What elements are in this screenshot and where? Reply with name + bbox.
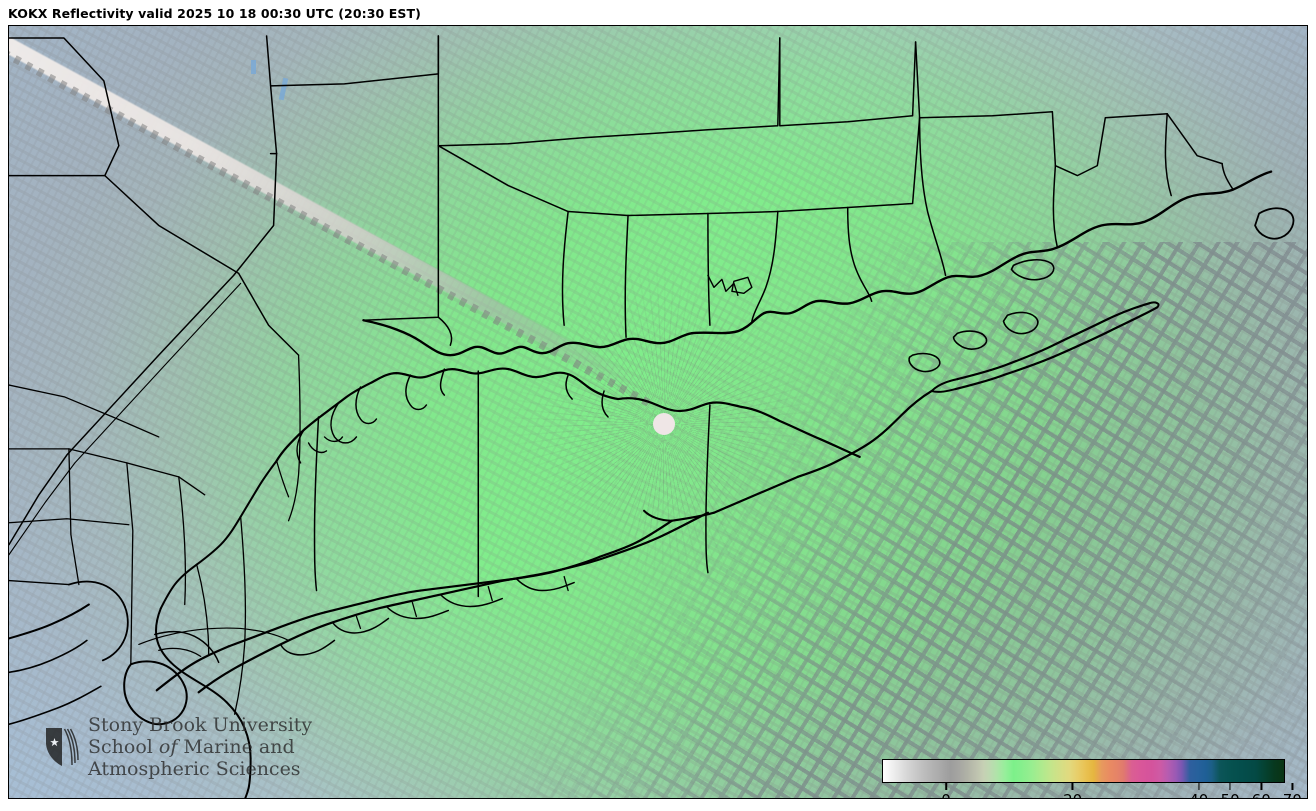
coastline-paths — [9, 35, 1295, 798]
logo-text: Stony Brook University School of Marine … — [88, 714, 312, 780]
colorbar-ticks: 0204050607080 — [882, 783, 1302, 798]
logo-line-3: Atmospheric Sciences — [88, 757, 301, 780]
beam-streak-water-pixel — [251, 60, 256, 74]
geography-svg — [9, 35, 1295, 798]
colorbar-tick-label: 50 — [1221, 791, 1240, 798]
stony-brook-logo: Stony Brook University School of Marine … — [45, 714, 312, 780]
colorbar-tick-60: 60 — [1252, 783, 1271, 798]
colorbar-gradient[interactable] — [882, 759, 1285, 783]
coverage-edge-speckle — [424, 242, 1307, 798]
colorbar-tick-20: 20 — [1063, 783, 1082, 798]
colorbar-tick-mark — [1198, 783, 1200, 790]
colorbar-tick-label: 40 — [1189, 791, 1208, 798]
colorbar-tick-mark — [1229, 783, 1231, 790]
map-canvas[interactable]: Stony Brook University School of Marine … — [9, 26, 1307, 798]
colorbar-tick-mark — [1260, 783, 1262, 790]
logo-line-2-a: School — [88, 735, 159, 758]
colorbar-tick-label: 70 — [1283, 791, 1302, 798]
colorbar-tick-50: 50 — [1221, 783, 1240, 798]
logo-line-2: School of Marine and — [88, 736, 312, 758]
colorbar-tick-70: 70 — [1283, 783, 1302, 798]
shield-icon — [46, 727, 79, 766]
logo-line-2-italic: of — [158, 735, 178, 758]
radar-map-panel[interactable]: Stony Brook University School of Marine … — [8, 25, 1308, 799]
colorbar-tick-mark — [1071, 783, 1074, 790]
colorbar-tick-40: 40 — [1189, 783, 1208, 798]
title-bar: KOKX Reflectivity valid 2025 10 18 00:30… — [8, 2, 1308, 24]
colorbar-tick-label: 20 — [1063, 791, 1082, 798]
colorbar-tick-label: 0 — [941, 791, 951, 798]
colorbar-tick-0: 0 — [941, 783, 951, 798]
colorbar-tick-mark — [945, 783, 947, 790]
geography-overlay — [9, 26, 1307, 798]
page-title: KOKX Reflectivity valid 2025 10 18 00:30… — [8, 5, 421, 21]
colorbar-tick-label: 60 — [1252, 791, 1271, 798]
logo-line-1: Stony Brook University — [88, 713, 313, 736]
logo-line-2-b: Marine and — [177, 735, 295, 758]
colorbar-tick-mark — [1291, 783, 1293, 790]
radar-site-marker[interactable] — [653, 412, 676, 435]
colorbar[interactable]: 0204050607080 — [882, 759, 1302, 798]
